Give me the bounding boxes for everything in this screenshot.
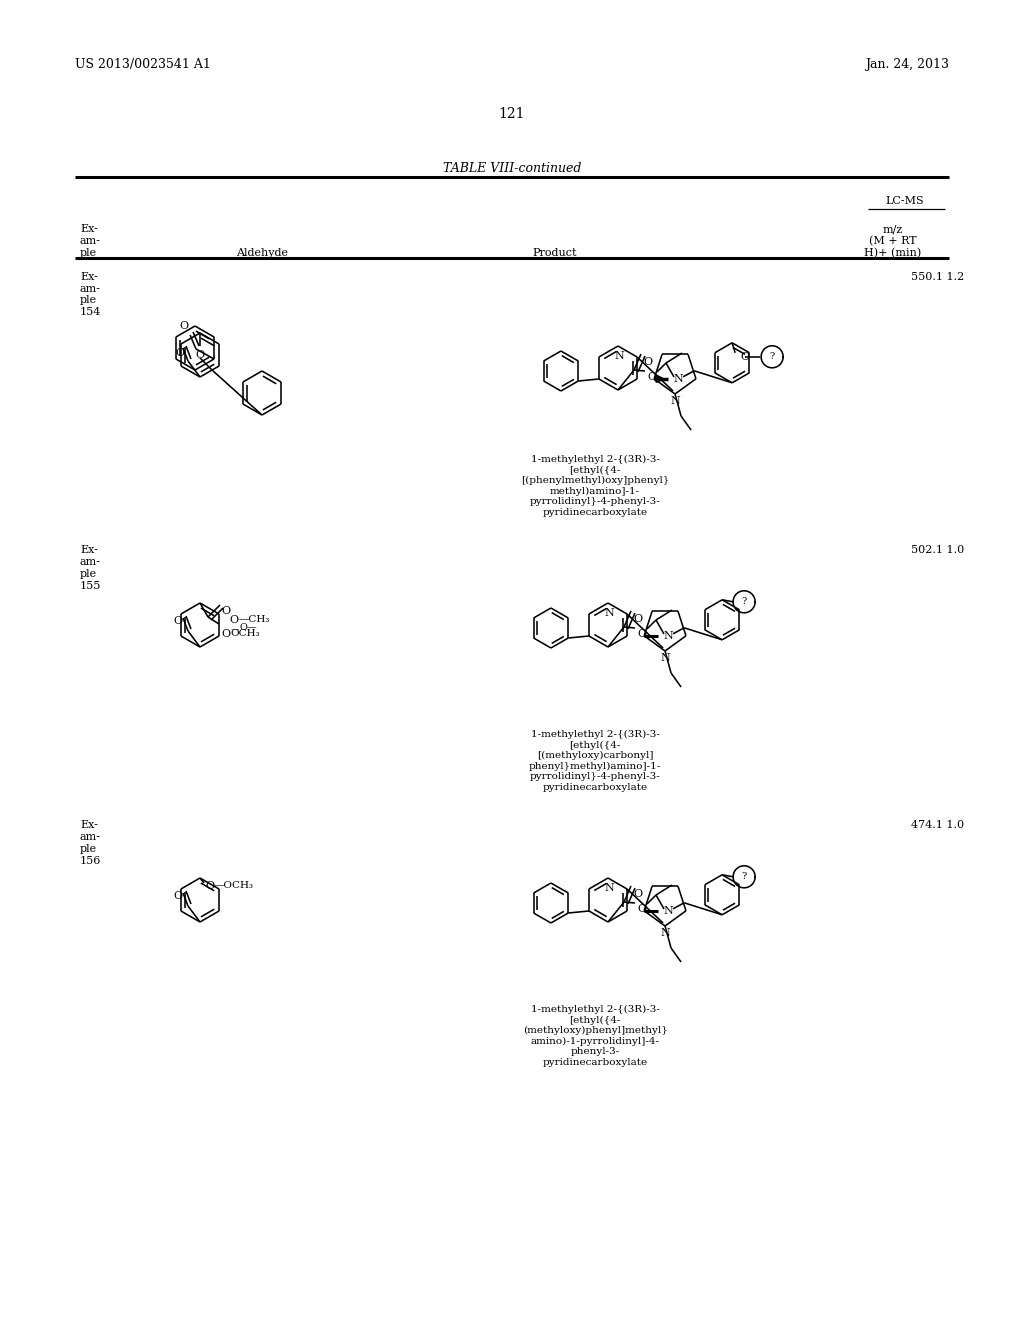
- Text: H)+ (min): H)+ (min): [864, 248, 922, 259]
- Text: Ex-: Ex-: [80, 545, 98, 554]
- Text: O: O: [229, 615, 239, 624]
- Text: ple: ple: [80, 294, 97, 305]
- Text: N: N: [673, 374, 683, 384]
- Text: Jan. 24, 2013: Jan. 24, 2013: [865, 58, 949, 71]
- Text: —CH₃: —CH₃: [239, 615, 270, 624]
- Text: ?: ?: [769, 352, 775, 362]
- Text: O: O: [740, 352, 750, 362]
- Text: N: N: [660, 928, 670, 939]
- Text: O: O: [643, 356, 652, 367]
- Text: Product: Product: [532, 248, 578, 257]
- Text: 1-methylethyl 2-{(3R)-3-
[ethyl({4-
[(phenylmethyl)oxy]phenyl}
methyl)amino]-1-
: 1-methylethyl 2-{(3R)-3- [ethyl({4- [(ph…: [521, 455, 670, 516]
- Text: LC-MS: LC-MS: [886, 195, 925, 206]
- Text: N: N: [604, 609, 613, 618]
- Text: Aldehyde: Aldehyde: [236, 248, 288, 257]
- Text: Ex-: Ex-: [80, 272, 98, 282]
- Text: N: N: [660, 653, 670, 663]
- Text: O: O: [634, 614, 643, 624]
- Text: ple: ple: [80, 569, 97, 579]
- Text: N: N: [604, 883, 613, 894]
- Text: N: N: [614, 351, 624, 360]
- Text: ?: ?: [741, 873, 746, 882]
- Text: 154: 154: [80, 308, 101, 317]
- Text: am-: am-: [80, 557, 101, 568]
- Text: US 2013/0023541 A1: US 2013/0023541 A1: [75, 58, 211, 71]
- Text: 1-methylethyl 2-{(3R)-3-
[ethyl({4-
[(methyloxy)carbonyl]
phenyl}methyl)amino]-1: 1-methylethyl 2-{(3R)-3- [ethyl({4- [(me…: [528, 730, 662, 792]
- Text: 550.1 1.2: 550.1 1.2: [911, 272, 965, 282]
- Text: am-: am-: [80, 236, 101, 246]
- Text: 474.1 1.0: 474.1 1.0: [911, 820, 965, 830]
- Text: O: O: [637, 630, 646, 639]
- Text: ple: ple: [80, 248, 97, 257]
- Text: O: O: [173, 891, 182, 902]
- Text: am-: am-: [80, 832, 101, 842]
- Text: (M + RT: (M + RT: [869, 236, 916, 247]
- Text: am-: am-: [80, 284, 101, 294]
- Text: Ex-: Ex-: [80, 820, 98, 830]
- Text: TABLE VIII-continued: TABLE VIII-continued: [442, 162, 582, 176]
- Text: O: O: [179, 321, 188, 331]
- Text: 156: 156: [80, 855, 101, 866]
- Text: O: O: [647, 372, 656, 381]
- Text: O: O: [173, 616, 182, 626]
- Text: O—: O—: [239, 623, 257, 632]
- Text: N: N: [664, 631, 673, 640]
- Text: m/z: m/z: [883, 224, 903, 234]
- Text: O: O: [205, 880, 214, 891]
- Text: OCH₃: OCH₃: [230, 628, 260, 638]
- Text: 502.1 1.0: 502.1 1.0: [911, 545, 965, 554]
- Text: 121: 121: [499, 107, 525, 121]
- Text: O: O: [196, 350, 205, 360]
- Text: 155: 155: [80, 581, 101, 591]
- Text: Ex-: Ex-: [80, 224, 98, 234]
- Text: O: O: [637, 904, 646, 913]
- Text: —OCH₃: —OCH₃: [214, 880, 254, 890]
- Text: ?: ?: [741, 597, 746, 606]
- Text: ple: ple: [80, 843, 97, 854]
- Text: 1-methylethyl 2-{(3R)-3-
[ethyl({4-
(methyloxy)phenyl]methyl}
amino)-1-pyrrolidi: 1-methylethyl 2-{(3R)-3- [ethyl({4- (met…: [522, 1005, 668, 1067]
- Text: —: —: [231, 624, 240, 634]
- Text: O: O: [221, 630, 230, 639]
- Text: O: O: [175, 348, 184, 358]
- Text: O: O: [634, 888, 643, 899]
- Text: N: N: [664, 906, 673, 916]
- Text: O: O: [221, 606, 230, 616]
- Text: N: N: [670, 396, 680, 407]
